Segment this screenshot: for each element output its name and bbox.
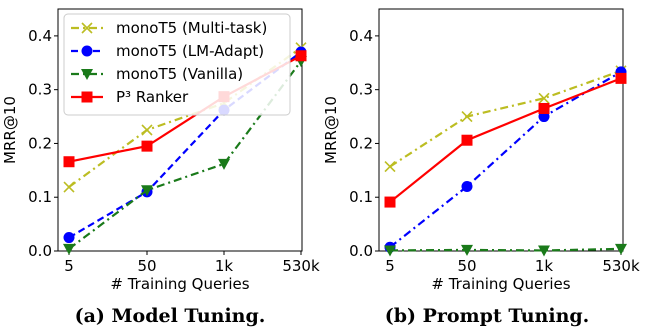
p2-x-axis-title: # Training Queries — [431, 275, 570, 293]
legend-label: monoT5 (Multi-task) — [116, 19, 267, 37]
caption-model-tuning: (a) Model Tuning. — [75, 305, 266, 327]
p1-data-point — [64, 156, 75, 167]
p1-x-tick-label: 5 — [64, 257, 74, 275]
p2-data-point — [385, 162, 395, 172]
p1-data-point — [64, 182, 74, 192]
p2-data-point — [385, 197, 396, 208]
p1-x-tick-label: 1k — [215, 257, 234, 275]
p1-x-tick-label: 50 — [137, 257, 156, 275]
p2-y-tick-label: 0.0 — [349, 242, 373, 260]
p1-data-point — [142, 125, 152, 135]
p2-series-line-3 — [390, 249, 621, 251]
p1-y-tick-label: 0.3 — [28, 81, 52, 99]
legend-label: monoT5 (LM-Adapt) — [116, 42, 264, 60]
p1-data-point — [63, 244, 75, 255]
panel-prompt-tuning: 0.0 0.1 0.2 0.3 0.4 5 50 1k 530k # Training Queri… — [322, 9, 640, 293]
p1-data-point — [296, 50, 307, 61]
p1-y-tick-label: 0.1 — [28, 188, 52, 206]
p2-data-point — [462, 135, 473, 146]
p1-y-axis-title: MRR@10 — [1, 96, 19, 164]
p2-y-tick-label: 0.2 — [349, 134, 373, 152]
legend-swatch-marker — [82, 92, 93, 103]
p2-series-line-4 — [390, 78, 621, 202]
legend: monoT5 (Multi-task) monoT5 (LM-Adapt) mono… — [64, 14, 290, 115]
p2-y-tick-label: 0.4 — [349, 27, 373, 45]
p2-data-point — [616, 73, 627, 84]
p2-x-tick-label: 50 — [457, 257, 476, 275]
p1-x-axis-title: # Training Queries — [110, 275, 249, 293]
p1-x-tick-label: 530k — [282, 257, 320, 275]
p1-y-tick-label: 0.2 — [28, 134, 52, 152]
legend-swatch-marker — [82, 46, 93, 57]
p1-data-point — [142, 141, 153, 152]
p2-x-tick-label: 530k — [602, 257, 640, 275]
p2-data-point — [462, 181, 473, 192]
panel-model-tuning: 0.0 0.1 0.2 0.3 0.4 5 50 1k 530k # Training Queri… — [1, 9, 320, 293]
p1-y-tick-label: 0.0 — [28, 242, 52, 260]
legend-label: monoT5 (Vanilla) — [116, 65, 243, 83]
p2-data-point — [615, 244, 627, 255]
p2-series-line-2 — [390, 72, 621, 247]
p2-y-axis-title: MRR@10 — [322, 96, 340, 164]
p2-y-tick-label: 0.3 — [349, 81, 373, 99]
p1-data-point — [64, 232, 75, 243]
legend-label: P³ Ranker — [116, 88, 189, 106]
p2-x-tick-label: 5 — [385, 257, 395, 275]
p2-data-point — [539, 103, 550, 114]
p2-y-tick-label: 0.1 — [349, 188, 373, 206]
p2-x-tick-label: 1k — [535, 257, 554, 275]
p2-plot-frame — [379, 9, 623, 251]
caption-prompt-tuning: (b) Prompt Tuning. — [385, 305, 590, 327]
p1-y-tick-label: 0.4 — [28, 27, 52, 45]
